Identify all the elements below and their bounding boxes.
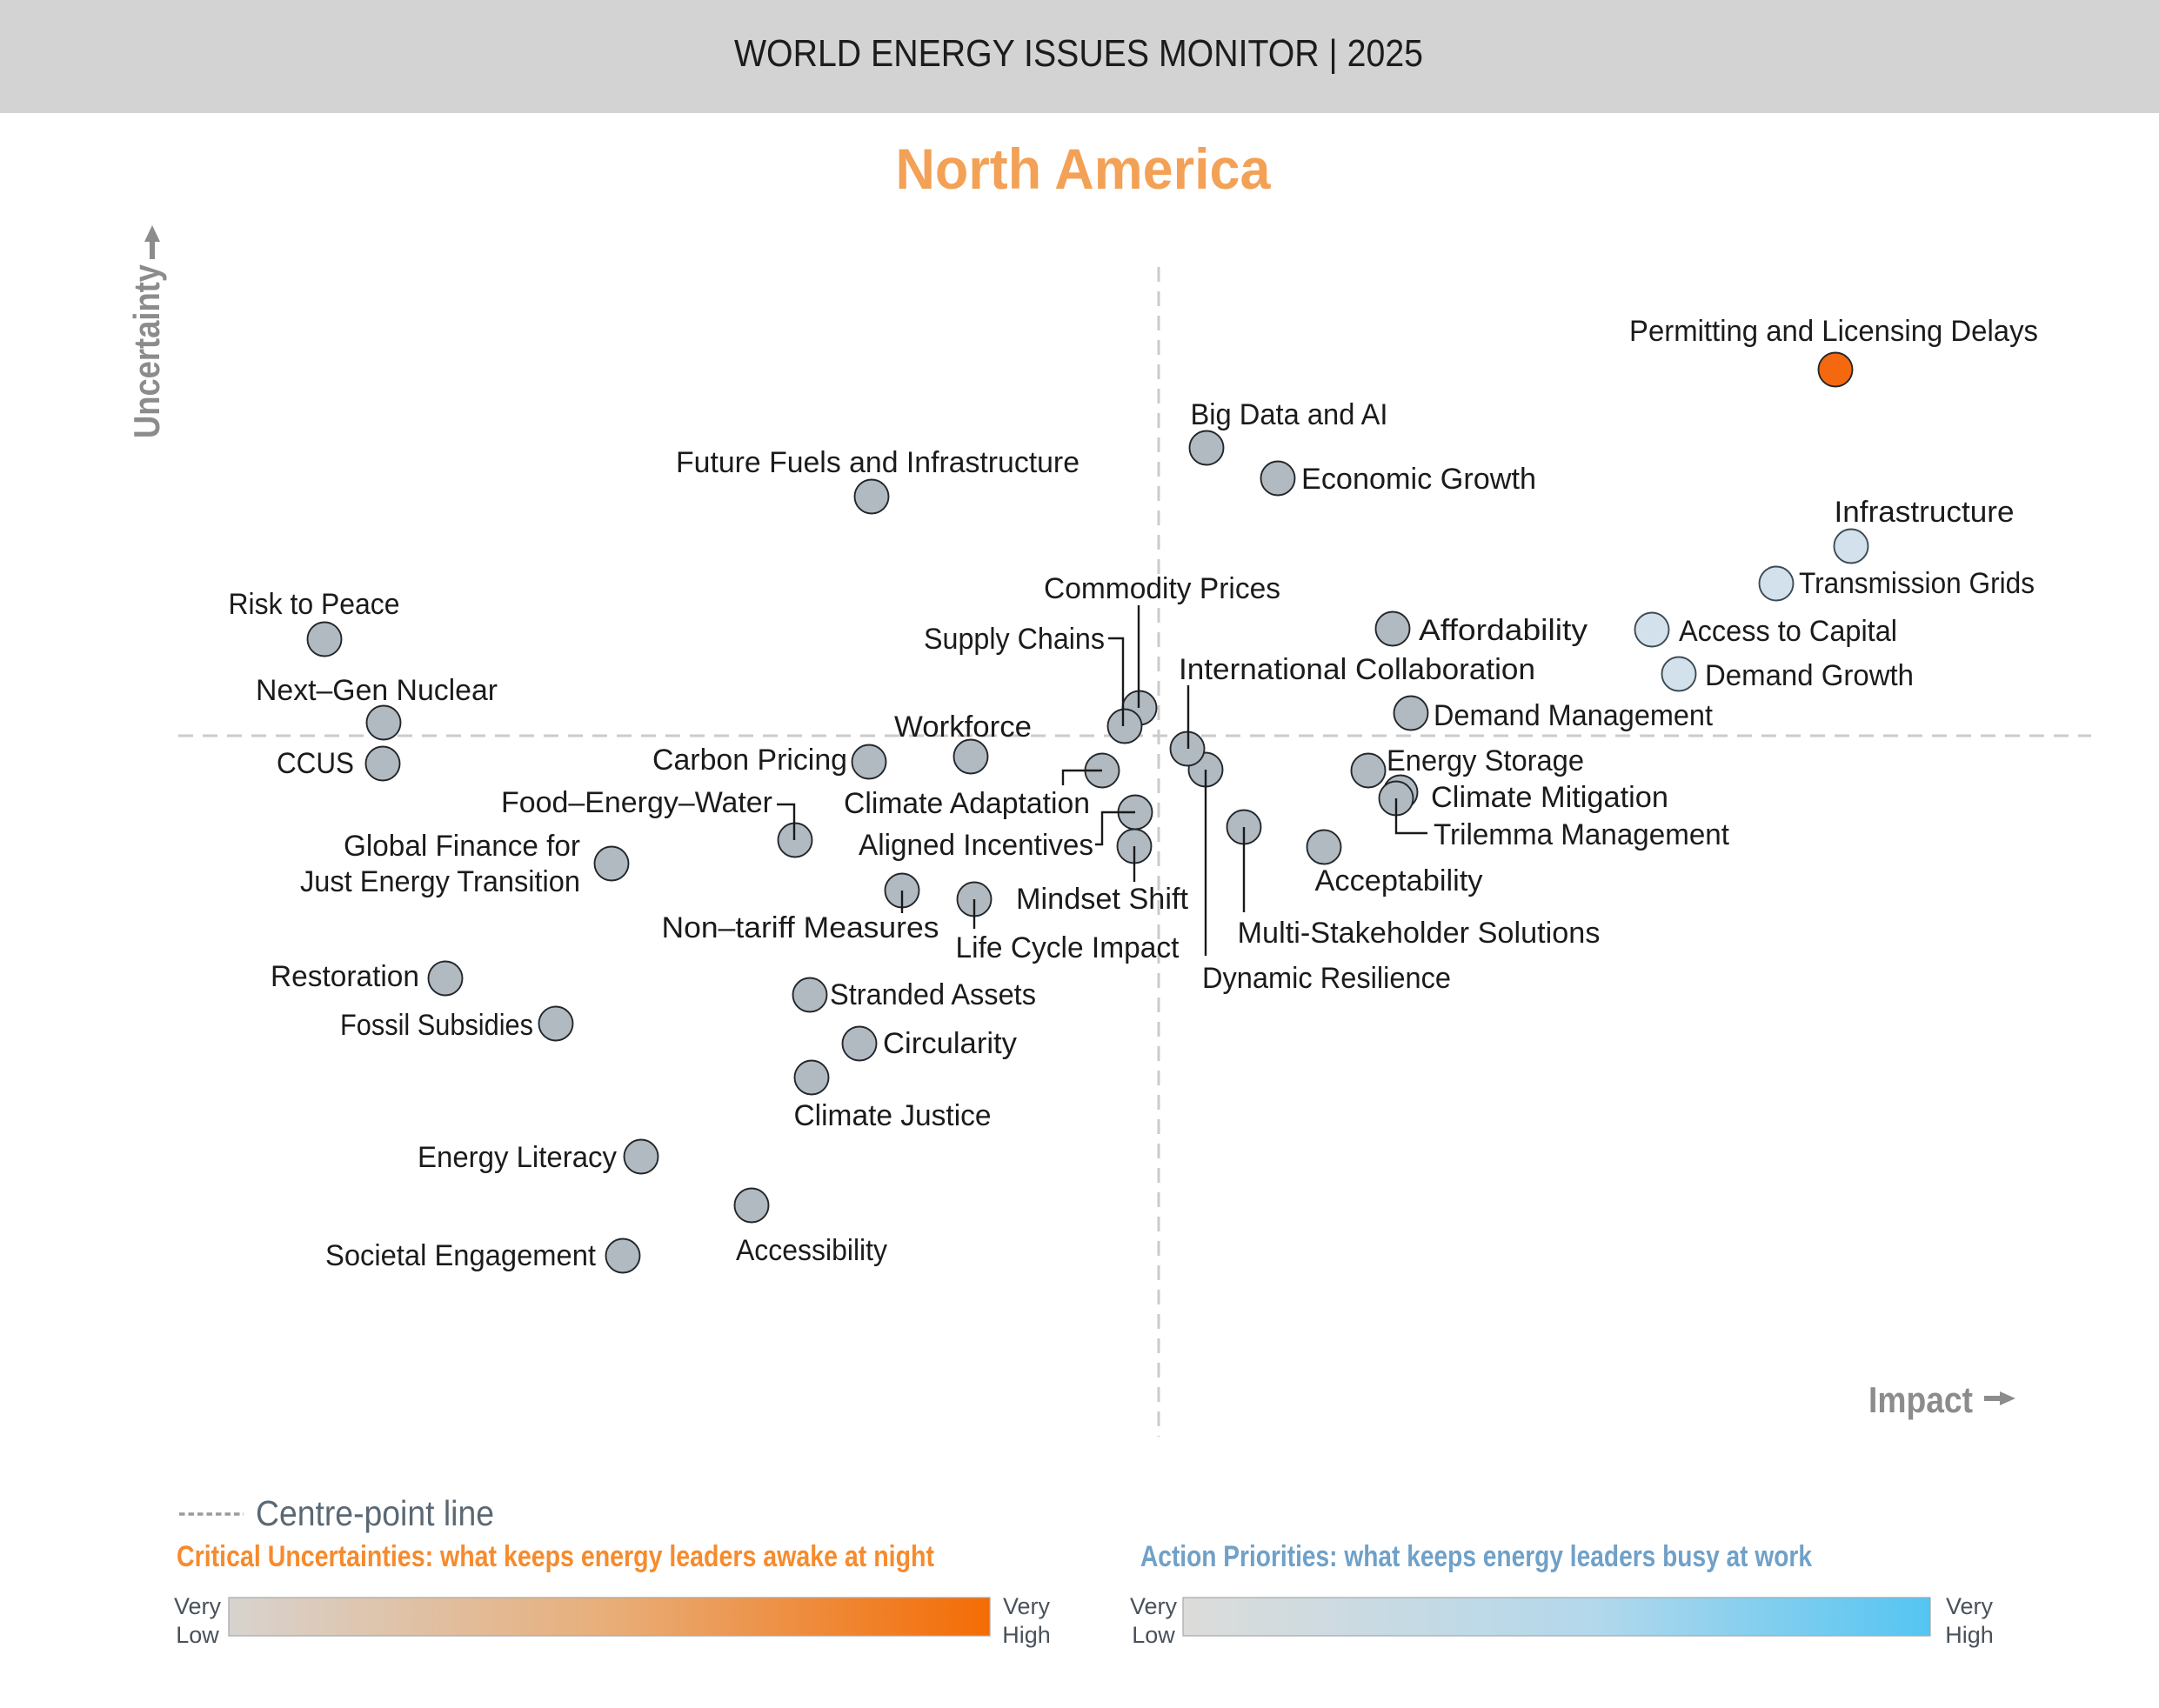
svg-text:Stranded Assets: Stranded Assets <box>830 978 1036 1011</box>
svg-text:Very: Very <box>174 1593 222 1619</box>
svg-text:Impact: Impact <box>1868 1379 1973 1420</box>
svg-text:Mindset Shift: Mindset Shift <box>1016 883 1189 916</box>
svg-text:Big Data and AI: Big Data and AI <box>1191 398 1388 431</box>
svg-text:Acceptability: Acceptability <box>1315 864 1483 897</box>
svg-text:Action Priorities: what keeps: Action Priorities: what keeps energy lea… <box>1140 1540 1812 1573</box>
svg-text:Supply Chains: Supply Chains <box>924 623 1105 656</box>
svg-text:High: High <box>1945 1622 1994 1648</box>
svg-text:Climate Mitigation: Climate Mitigation <box>1431 781 1668 814</box>
svg-text:Global Finance for: Global Finance for <box>344 830 580 863</box>
svg-text:Centre-point line: Centre-point line <box>256 1493 494 1533</box>
svg-text:Low: Low <box>1132 1622 1175 1648</box>
svg-text:Circularity: Circularity <box>883 1027 1017 1060</box>
svg-text:International Collaboration: International Collaboration <box>1179 653 1535 686</box>
svg-text:Critical Uncertainties: what k: Critical Uncertainties: what keeps energ… <box>177 1540 934 1573</box>
svg-text:Life Cycle Impact: Life Cycle Impact <box>956 931 1180 964</box>
svg-text:Energy Storage: Energy Storage <box>1387 744 1584 777</box>
svg-text:Climate Justice: Climate Justice <box>794 1099 992 1132</box>
svg-text:Very: Very <box>1946 1593 1994 1619</box>
svg-text:Societal Engagement: Societal Engagement <box>325 1239 597 1272</box>
svg-text:Infrastructure: Infrastructure <box>1835 496 2015 529</box>
svg-text:Multi-Stakeholder Solutions: Multi-Stakeholder Solutions <box>1238 917 1601 950</box>
svg-text:WORLD ENERGY ISSUES MONITOR |: WORLD ENERGY ISSUES MONITOR | 2025 <box>734 32 1423 75</box>
svg-text:Aligned Incentives: Aligned Incentives <box>859 829 1093 862</box>
svg-text:Affordability: Affordability <box>1419 614 1588 647</box>
svg-text:Energy Literacy: Energy Literacy <box>418 1141 617 1174</box>
svg-text:Climate Adaptation: Climate Adaptation <box>844 787 1090 820</box>
svg-text:Just Energy Transition: Just Energy Transition <box>300 865 580 898</box>
svg-text:Uncertainty: Uncertainty <box>126 264 167 438</box>
svg-text:Commodity Prices: Commodity Prices <box>1044 572 1280 605</box>
svg-text:Next–Gen Nuclear: Next–Gen Nuclear <box>256 674 498 707</box>
svg-text:Workforce: Workforce <box>894 711 1032 744</box>
svg-text:Dynamic Resilience: Dynamic Resilience <box>1202 962 1451 995</box>
svg-text:CCUS: CCUS <box>277 747 354 780</box>
svg-text:Transmission Grids: Transmission Grids <box>1799 567 2035 600</box>
svg-text:Low: Low <box>176 1622 219 1648</box>
svg-text:Restoration: Restoration <box>271 960 419 993</box>
svg-text:Accessibility: Accessibility <box>736 1234 887 1267</box>
svg-text:Very: Very <box>1003 1593 1051 1619</box>
svg-text:Very: Very <box>1130 1593 1178 1619</box>
svg-text:Non–tariff Measures: Non–tariff Measures <box>662 911 939 944</box>
svg-text:Access to Capital: Access to Capital <box>1679 615 1897 648</box>
svg-text:North America: North America <box>896 137 1272 201</box>
svg-text:Food–Energy–Water: Food–Energy–Water <box>501 786 772 819</box>
svg-text:Carbon Pricing: Carbon Pricing <box>652 744 847 777</box>
svg-text:Demand Management: Demand Management <box>1434 699 1714 732</box>
svg-text:Risk to Peace: Risk to Peace <box>229 588 400 621</box>
svg-text:High: High <box>1002 1622 1051 1648</box>
svg-text:Economic Growth: Economic Growth <box>1301 463 1536 496</box>
svg-text:Fossil Subsidies: Fossil Subsidies <box>340 1009 533 1042</box>
svg-text:Future Fuels and Infrastructur: Future Fuels and Infrastructure <box>676 446 1080 479</box>
svg-text:Permitting and Licensing Delay: Permitting and Licensing Delays <box>1629 315 2038 348</box>
svg-text:Trilemma Management: Trilemma Management <box>1434 818 1730 851</box>
svg-text:Demand Growth: Demand Growth <box>1705 659 1914 692</box>
